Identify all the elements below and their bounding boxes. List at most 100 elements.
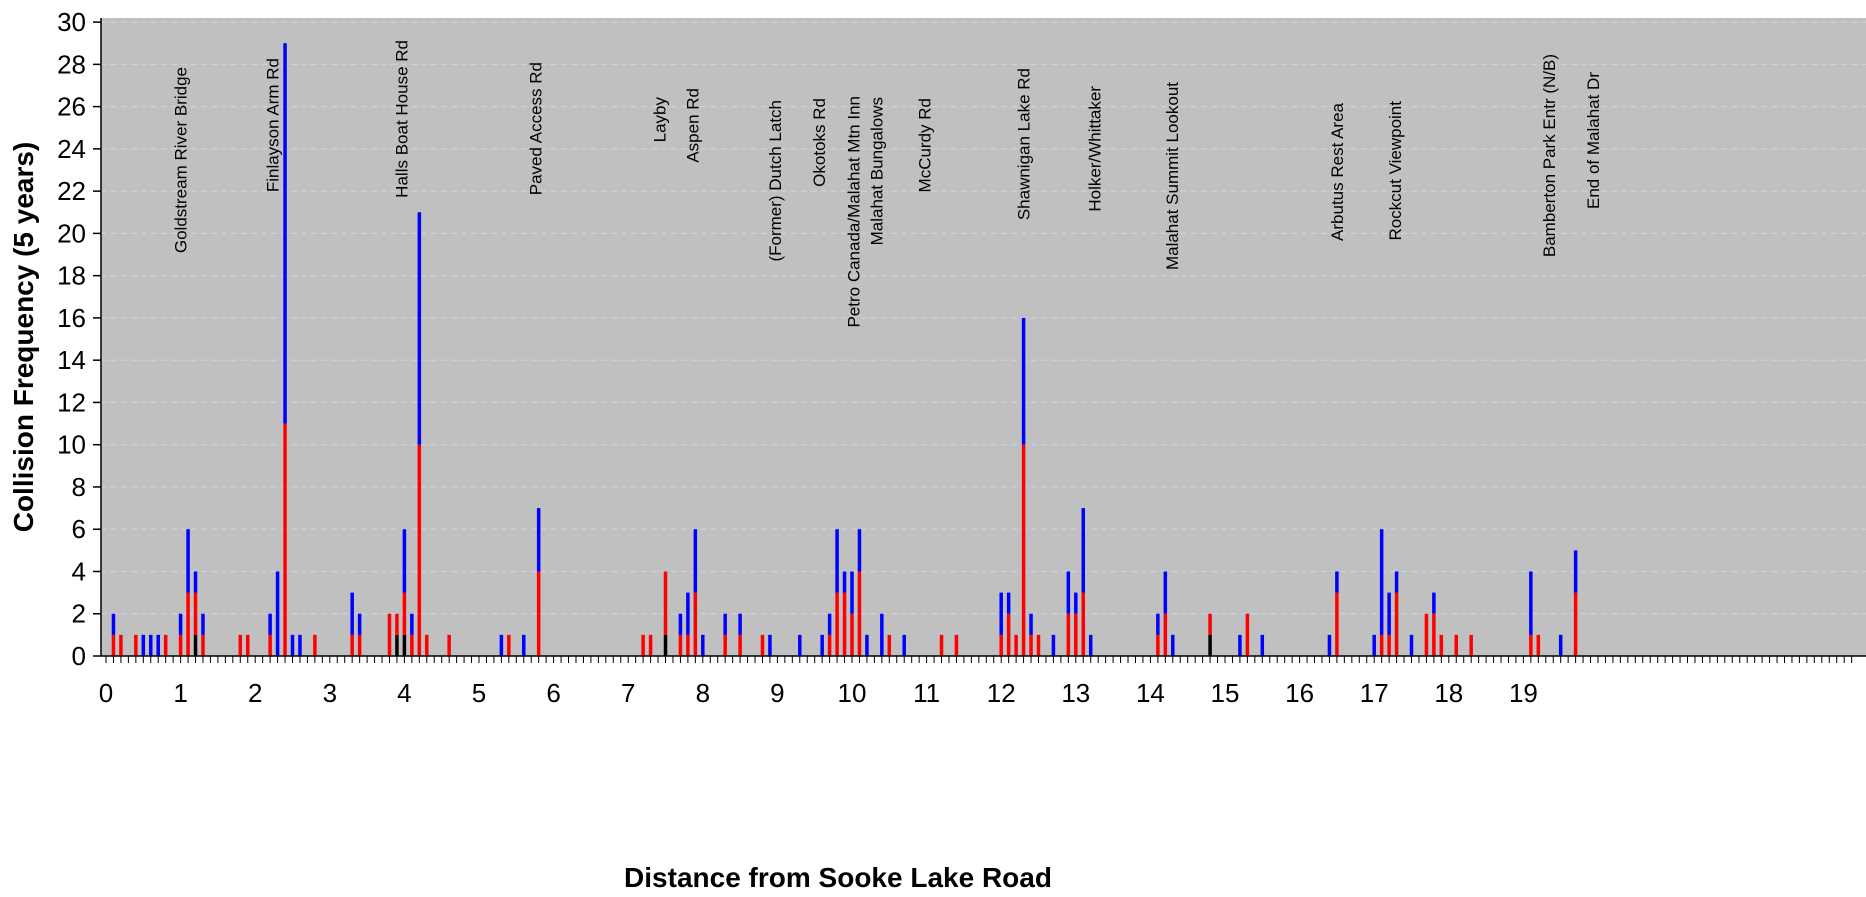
bar-stack bbox=[663, 571, 668, 656]
bar-stack bbox=[1208, 613, 1212, 656]
bar-segment-red bbox=[313, 634, 317, 656]
bar-segment-black bbox=[663, 634, 668, 656]
bar-stack bbox=[507, 634, 511, 656]
x-tick-label: 5 bbox=[472, 678, 486, 708]
bar-segment-red bbox=[1536, 634, 1541, 656]
bar-stack bbox=[1536, 634, 1541, 656]
bar-stack bbox=[387, 613, 392, 656]
bar-stack bbox=[499, 634, 504, 656]
landmark-label: Aspen Rd bbox=[683, 88, 702, 163]
bar-stack bbox=[357, 613, 362, 656]
bar-stack bbox=[850, 571, 854, 656]
x-tick-label: 16 bbox=[1285, 678, 1314, 708]
y-tick-label: 0 bbox=[72, 641, 86, 671]
y-tick-label: 18 bbox=[57, 261, 86, 291]
landmark-label: End of Malahat Dr bbox=[1584, 72, 1603, 209]
bar-segment-blue bbox=[835, 529, 839, 593]
x-tick-label: 17 bbox=[1360, 678, 1389, 708]
landmark-label: Shawnigan Lake Rd bbox=[1015, 68, 1034, 220]
bar-segment-red bbox=[1245, 613, 1250, 656]
x-tick-label: 12 bbox=[987, 678, 1016, 708]
y-tick-label: 10 bbox=[57, 430, 86, 460]
bar-segment-blue bbox=[827, 613, 832, 635]
bar-segment-blue bbox=[141, 634, 146, 656]
bar-stack bbox=[835, 529, 839, 656]
bar-segment-blue bbox=[1432, 592, 1436, 614]
y-tick-label: 12 bbox=[57, 387, 86, 417]
bar-segment-blue bbox=[798, 634, 802, 656]
bar-segment-red bbox=[999, 634, 1003, 656]
y-tick-label: 30 bbox=[57, 7, 86, 37]
bar-segment-red bbox=[1573, 592, 1578, 656]
bar-stack bbox=[827, 613, 832, 656]
bar-stack bbox=[186, 529, 190, 656]
x-tick-label: 15 bbox=[1211, 678, 1240, 708]
bar-segment-red bbox=[395, 613, 399, 635]
bar-stack bbox=[1036, 634, 1041, 656]
y-tick-label: 28 bbox=[57, 49, 86, 79]
bar-segment-blue bbox=[283, 43, 287, 424]
bar-segment-blue bbox=[193, 571, 198, 593]
bar-stack bbox=[1260, 634, 1265, 656]
bar-segment-blue bbox=[1066, 571, 1071, 614]
bar-segment-red bbox=[827, 634, 832, 656]
bar-stack bbox=[1029, 613, 1033, 656]
bar-stack bbox=[686, 592, 690, 656]
bar-stack bbox=[999, 592, 1003, 656]
bar-stack bbox=[768, 634, 772, 656]
bar-segment-blue bbox=[850, 571, 854, 614]
bar-segment-blue bbox=[536, 508, 541, 572]
bar-segment-blue bbox=[693, 529, 698, 593]
bar-stack bbox=[902, 634, 906, 656]
landmark-label: McCurdy Rd bbox=[915, 98, 934, 192]
bar-segment-red bbox=[178, 634, 183, 656]
x-tick-label: 1 bbox=[173, 678, 187, 708]
bar-stack bbox=[149, 634, 153, 656]
x-tick-label: 11 bbox=[913, 678, 940, 708]
bar-stack bbox=[1051, 634, 1056, 656]
bar-segment-blue bbox=[1238, 634, 1242, 656]
bar-segment-blue bbox=[738, 613, 742, 635]
bar-stack bbox=[1171, 634, 1175, 656]
bar-segment-blue bbox=[1379, 529, 1384, 635]
bar-segment-red bbox=[663, 571, 668, 635]
bar-stack bbox=[820, 634, 824, 656]
bar-segment-red bbox=[1529, 634, 1533, 656]
bar-segment-red bbox=[1469, 634, 1473, 656]
bar-stack bbox=[163, 634, 168, 656]
bar-segment-red bbox=[507, 634, 511, 656]
bar-stack bbox=[1074, 592, 1078, 656]
landmark-label: Bamberton Park Entr (N/B) bbox=[1540, 54, 1559, 257]
x-tick-label: 13 bbox=[1061, 678, 1090, 708]
bar-segment-red bbox=[1066, 613, 1071, 656]
bar-segment-blue bbox=[880, 613, 884, 656]
bar-stack bbox=[1335, 571, 1339, 656]
bar-stack bbox=[1573, 550, 1578, 656]
landmark-label: Arbutus Rest Area bbox=[1328, 102, 1347, 241]
bar-stack bbox=[1088, 634, 1093, 656]
y-tick-label: 14 bbox=[57, 345, 86, 375]
bar-stack bbox=[313, 634, 317, 656]
landmark-label: Layby bbox=[651, 97, 670, 143]
bar-segment-blue bbox=[1372, 634, 1376, 656]
bar-segment-red bbox=[723, 634, 727, 656]
x-tick-label: 7 bbox=[621, 678, 635, 708]
bar-stack bbox=[857, 529, 862, 656]
bar-segment-blue bbox=[1573, 550, 1578, 593]
bar-segment-blue bbox=[768, 634, 772, 656]
bar-segment-red bbox=[954, 634, 959, 656]
bar-stack bbox=[738, 613, 742, 656]
bar-segment-blue bbox=[1021, 317, 1026, 445]
bar-segment-blue bbox=[1081, 508, 1086, 593]
bar-segment-blue bbox=[701, 634, 705, 656]
bar-segment-red bbox=[245, 634, 250, 656]
bar-stack bbox=[1379, 529, 1384, 656]
bar-segment-blue bbox=[1387, 592, 1391, 635]
bar-segment-blue bbox=[298, 634, 302, 656]
bar-segment-blue bbox=[522, 634, 526, 656]
bar-stack bbox=[1387, 592, 1391, 656]
bar-segment-blue bbox=[350, 592, 354, 635]
bar-segment-red bbox=[1424, 613, 1429, 656]
bar-segment-blue bbox=[290, 634, 295, 656]
bar-segment-red bbox=[1387, 634, 1391, 656]
